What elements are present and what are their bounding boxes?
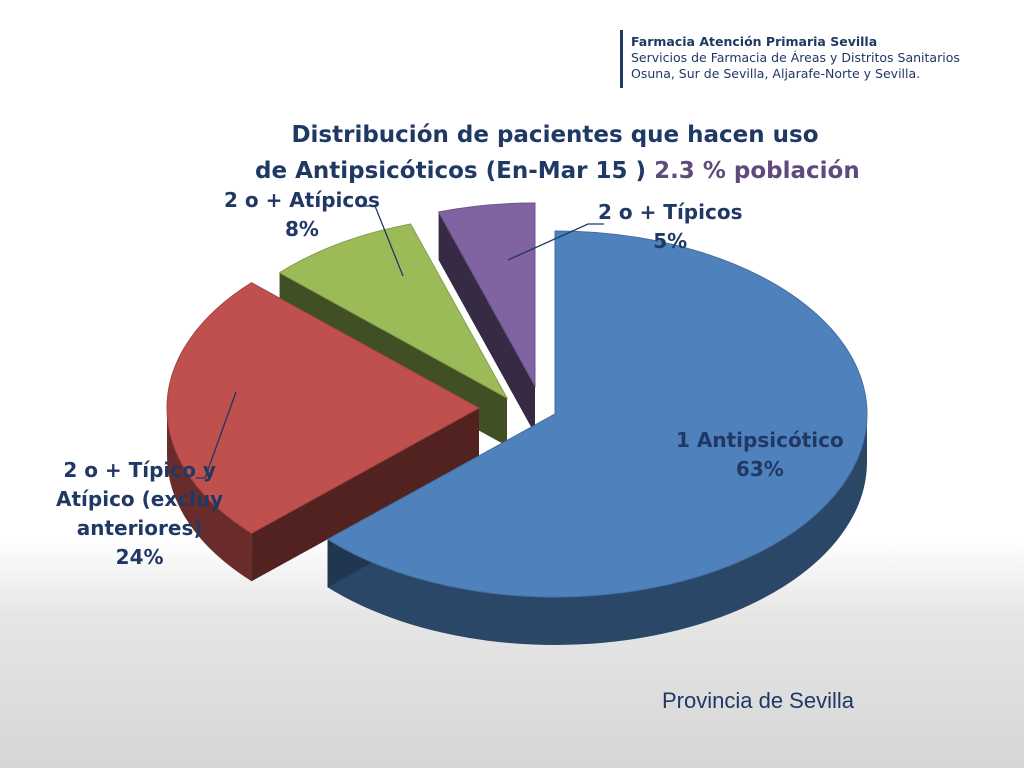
header-organization: Farmacia Atención Primaria Sevilla <box>631 34 878 49</box>
slice-label-text-line2: Atípico (excluy <box>56 487 224 511</box>
leader-line-tipicos <box>507 223 604 261</box>
pie-slice-3 <box>437 202 536 434</box>
chart-title-accent: 2.3 % población <box>654 158 860 184</box>
slice-label-value: 8% <box>284 217 319 241</box>
chart-title-main: de Antipsicóticos (En-Mar 15 ) <box>255 158 647 184</box>
pie-slice-top <box>326 230 868 598</box>
pie-slice-cut <box>251 408 479 582</box>
pie-slice-top <box>437 202 536 388</box>
pie-slice-top <box>166 282 481 534</box>
footer-location: Provincia de Sevilla <box>662 688 854 713</box>
slice-label-text: 2 o + Atípicos <box>224 188 380 212</box>
slice-label-value: 63% <box>735 457 784 481</box>
chart-title-line1: Distribución de pacientes que hacen uso <box>291 122 819 148</box>
slice-label-text: 2 o + Típicos <box>598 200 743 224</box>
header-box: Farmacia Atención Primaria Sevilla Servi… <box>620 30 995 88</box>
chart-title-line2: de Antipsicóticos (En-Mar 15 ) 2.3 % pob… <box>255 158 860 184</box>
header-districts: Osuna, Sur de Sevilla, Aljarafe-Norte y … <box>631 66 921 81</box>
slice-label-tipico-atipico: 2 o + Típico y Atípico (excluy anteriore… <box>56 456 223 572</box>
pie-slice-0 <box>326 230 868 645</box>
slice-label-value: 24% <box>115 545 164 569</box>
slice-label-value: 5% <box>653 229 688 253</box>
leader-line-tipico-atipico <box>196 391 237 479</box>
header-services: Servicios de Farmacia de Áreas y Distrit… <box>631 50 960 65</box>
pie-slice-side <box>167 408 252 582</box>
pie-slice-cut <box>438 211 535 434</box>
slice-label-atipicos: 2 o + Atípicos 8% <box>224 186 380 244</box>
slice-label-text-line1: 2 o + Típico y <box>63 458 216 482</box>
slice-label-tipicos: 2 o + Típicos 5% <box>598 198 742 256</box>
leader-line-atipicos <box>362 205 404 277</box>
pie-slice-side <box>327 414 868 645</box>
slice-label-1-antipsicotico: 1 Antipsicótico 63% <box>676 426 844 484</box>
pie-slice-top <box>278 223 509 400</box>
slice-label-text: 1 Antipsicótico <box>676 428 844 452</box>
pie-slice-1 <box>166 282 481 582</box>
slice-label-text-line3: anteriores) <box>76 516 203 540</box>
